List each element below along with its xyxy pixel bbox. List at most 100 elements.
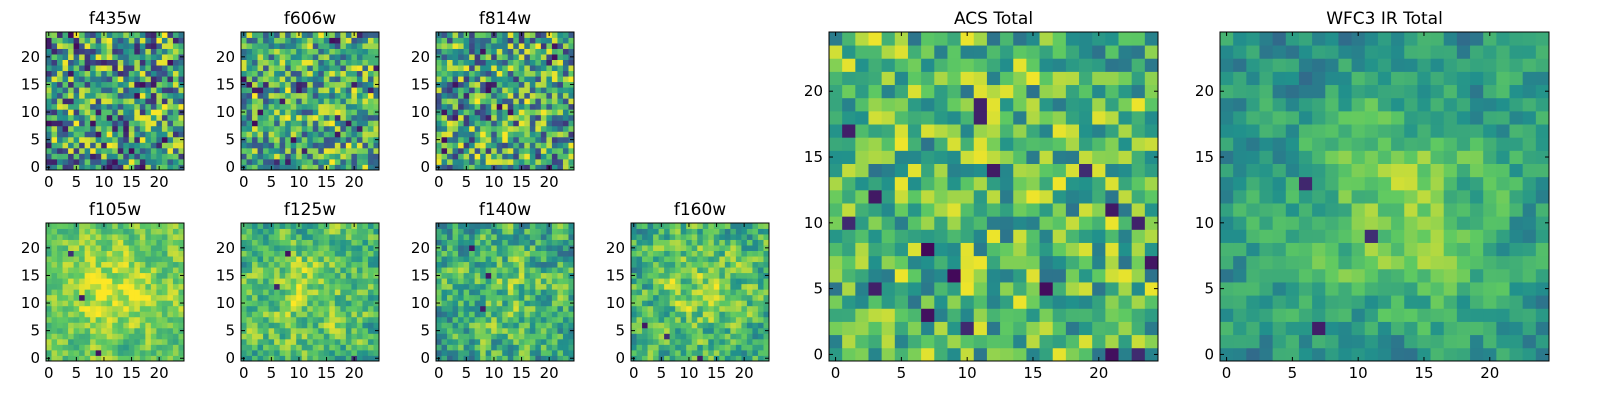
heatmap-cell xyxy=(301,338,308,345)
heatmap-cell xyxy=(540,338,547,345)
heatmap-cell xyxy=(562,250,569,257)
heatmap-cell xyxy=(529,65,536,72)
heatmap-cell xyxy=(345,54,352,60)
heatmap-cell xyxy=(458,250,464,257)
heatmap-cell xyxy=(156,65,163,72)
heatmap-cell xyxy=(362,261,369,268)
heatmap-cell xyxy=(986,255,1001,270)
heatmap-cell xyxy=(568,76,575,83)
heatmap-cell xyxy=(134,32,141,38)
heatmap-cell xyxy=(513,87,520,94)
heatmap-cell xyxy=(496,125,503,132)
heatmap-cell xyxy=(463,256,470,263)
heatmap-cell xyxy=(51,272,58,279)
heatmap-cell xyxy=(529,76,536,83)
heatmap-cell xyxy=(546,92,553,99)
heatmap-cell xyxy=(139,153,146,160)
heatmap-cell xyxy=(161,272,168,279)
heatmap-cell xyxy=(329,267,336,274)
heatmap-cell xyxy=(524,283,531,290)
heatmap-cell xyxy=(156,48,163,55)
heatmap-cell xyxy=(112,283,119,290)
heatmap-cell xyxy=(452,289,459,296)
heatmap-cell xyxy=(746,234,753,240)
heatmap-cell xyxy=(112,294,119,301)
heatmap-cell xyxy=(123,54,130,60)
heatmap-cell xyxy=(513,54,520,60)
heatmap-cell xyxy=(167,289,174,296)
heatmap-cell xyxy=(491,59,498,66)
heatmap-cell xyxy=(730,289,737,296)
heatmap-cell xyxy=(134,153,141,160)
heatmap-cell xyxy=(123,234,130,240)
heatmap-cell xyxy=(480,109,487,116)
heatmap-cell xyxy=(356,305,363,312)
heatmap-cell xyxy=(1065,268,1080,283)
heatmap-cell xyxy=(441,114,448,121)
heatmap-cell xyxy=(568,92,575,99)
heatmap-cell xyxy=(496,311,503,318)
heatmap-cell xyxy=(507,65,514,72)
heatmap-cell xyxy=(502,147,509,154)
heatmap-cell xyxy=(535,103,542,110)
heatmap-cell xyxy=(934,308,948,322)
heatmap-cell xyxy=(491,261,498,268)
heatmap-cell xyxy=(518,316,525,323)
heatmap-cell xyxy=(318,103,325,110)
heatmap-cell xyxy=(735,327,742,334)
heatmap-cells xyxy=(631,223,770,362)
heatmap-cell xyxy=(842,255,856,270)
heatmap-cell xyxy=(362,311,369,318)
heatmap-cell xyxy=(95,228,102,235)
heatmap-cell xyxy=(345,87,352,94)
heatmap-cell xyxy=(73,103,80,110)
heatmap-cell xyxy=(178,153,185,160)
heatmap-cell xyxy=(73,283,80,290)
heatmap-cell xyxy=(68,239,74,246)
heatmap-cell xyxy=(323,87,330,94)
heatmap-cell xyxy=(719,239,726,246)
heatmap-cell xyxy=(524,294,531,301)
heatmap-cell xyxy=(507,272,514,279)
heatmap-cell xyxy=(340,87,347,94)
heatmap-cell xyxy=(675,278,682,285)
heatmap-cell xyxy=(680,322,687,329)
heatmap-cell xyxy=(491,65,498,72)
heatmap-cell xyxy=(257,59,264,66)
heatmap-cell xyxy=(540,245,547,251)
heatmap-cell xyxy=(334,239,341,246)
heatmap-cell xyxy=(150,142,157,149)
heatmap-cell xyxy=(279,250,286,257)
heatmap-cell xyxy=(447,316,453,323)
heatmap-cell xyxy=(62,256,69,263)
heatmap-cell xyxy=(323,327,330,334)
heatmap-cell xyxy=(172,120,179,127)
heatmap-cell xyxy=(241,70,247,77)
heatmap-cell xyxy=(691,294,698,301)
heatmap-cell xyxy=(513,245,520,251)
heatmap-cell xyxy=(95,65,102,72)
heatmap-cell xyxy=(524,109,531,116)
x-tick-label: 5 xyxy=(267,173,277,191)
heatmap-cell xyxy=(518,70,525,77)
heatmap-cell xyxy=(285,261,292,268)
y-tick-label: 0 xyxy=(225,349,235,367)
heatmap-cell xyxy=(112,114,119,121)
heatmap-cell xyxy=(702,338,709,345)
heatmap-cell xyxy=(73,109,80,116)
heatmap-cell xyxy=(1065,282,1080,296)
heatmap-cell xyxy=(340,234,347,240)
heatmap-cell xyxy=(373,333,380,340)
heatmap-cell xyxy=(178,228,185,235)
heatmap-cell xyxy=(507,228,514,235)
heatmap-cell xyxy=(1079,216,1093,230)
heatmap-cell xyxy=(128,120,135,127)
heatmap-cell xyxy=(95,344,102,351)
heatmap-cell xyxy=(507,43,514,49)
heatmap-cell xyxy=(636,267,643,274)
heatmap-cell xyxy=(757,344,764,351)
heatmap-cell xyxy=(441,305,448,312)
heatmap-cell xyxy=(112,92,119,99)
heatmap-cell xyxy=(167,278,174,285)
heatmap-cell xyxy=(106,120,113,127)
